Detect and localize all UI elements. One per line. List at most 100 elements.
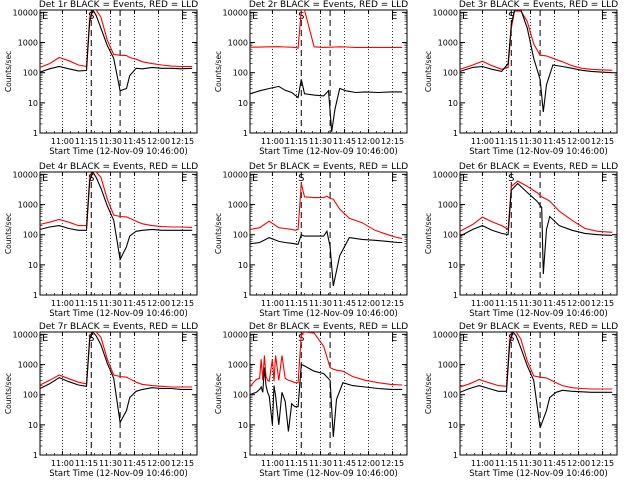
panel-det-2r: Det 2r BLACK = Events, RED = LLD E S E11:0… — [214, 0, 408, 157]
plot-data — [250, 332, 403, 437]
y-tick-label: 10 — [448, 99, 458, 108]
series-line-events — [460, 182, 613, 274]
x-tick-label: 11:45 — [543, 459, 566, 468]
x-tick-label: 11:00 — [471, 459, 494, 468]
x-tick-label: 11:30 — [99, 137, 122, 146]
panel-det-3r: Det 3r BLACK = Events, RED = LLD E S E 11:0… — [424, 0, 618, 157]
y-tick-label: 1000 — [438, 201, 458, 210]
x-tick-label: 12:15 — [591, 137, 614, 146]
y-tick-label: 10 — [28, 99, 38, 108]
x-axis-label: Start Time (12-Nov-09 10:46:00) — [49, 147, 188, 157]
y-tick-label: 1000 — [228, 39, 248, 48]
y-tick-label: 1 — [243, 291, 248, 300]
marker-letter-e: E — [42, 173, 48, 184]
y-tick-label: 100 — [23, 391, 38, 400]
x-tick-label: 11:00 — [261, 299, 284, 308]
series-line-lld — [40, 172, 193, 228]
x-tick-label: 11:15 — [285, 137, 308, 146]
series-line-lld — [40, 10, 193, 68]
marker-letter-e: E — [252, 173, 258, 184]
x-tick-label: 11:15 — [75, 299, 98, 308]
plot-frame — [39, 9, 198, 134]
panel-title: Det 8r BLACK = Events, RED = LLD — [249, 322, 408, 332]
plot-data — [40, 172, 193, 262]
series-line-events — [460, 10, 613, 112]
plot-frame — [459, 331, 618, 456]
marker-letter-e: E — [391, 11, 397, 22]
y-tick-label: 1000 — [18, 361, 38, 370]
y-tick-label: 1000 — [438, 361, 458, 370]
x-axis-label: Start Time (12-Nov-09 10:46:00) — [259, 469, 398, 479]
marker-letter-e: E — [181, 333, 187, 344]
marker-letter-s: S — [88, 173, 94, 184]
panel-det-6r: Det 6r BLACK = Events, RED = LLD E S E 11:0… — [424, 162, 618, 319]
plot-frame — [459, 171, 618, 296]
y-tick-label: 1000 — [438, 39, 458, 48]
panel-det-7r: Det 7r BLACK = Events, RED = LLD E S E 11:0… — [4, 322, 198, 479]
x-tick-label: 11:45 — [333, 459, 356, 468]
x-tick-label: 11:00 — [51, 137, 74, 146]
y-tick-label: 10000 — [433, 170, 458, 179]
y-tick-label: 10 — [448, 421, 458, 430]
x-tick-label: 12:15 — [381, 137, 404, 146]
panel-det-1r: Det 1r BLACK = Events, RED = LLD E S E11:0… — [4, 0, 198, 157]
x-tick-label: 11:45 — [123, 299, 146, 308]
y-tick-label: 1 — [33, 291, 38, 300]
y-tick-label: 100 — [23, 69, 38, 78]
y-axis-label: Counts/sec — [214, 51, 223, 92]
plot-frame — [39, 171, 198, 296]
y-tick-label: 1000 — [18, 201, 38, 210]
x-tick-label: 12:15 — [171, 459, 194, 468]
x-tick-label: 11:30 — [99, 299, 122, 308]
panel-det-4r: Det 4r BLACK = Events, RED = LLD E S E 11:0… — [4, 162, 198, 319]
x-tick-label: 11:30 — [309, 299, 332, 308]
x-tick-label: 11:30 — [99, 459, 122, 468]
plot-data — [250, 10, 403, 132]
y-axis-label: Counts/sec — [214, 373, 223, 414]
marker-letter-e: E — [462, 333, 468, 344]
plot-frame — [39, 331, 198, 456]
y-axis-label: Counts/sec — [424, 51, 433, 92]
y-tick-label: 10000 — [223, 8, 248, 17]
x-tick-label: 11:15 — [495, 459, 518, 468]
series-line-lld — [40, 332, 193, 388]
y-tick-label: 10000 — [433, 8, 458, 17]
x-tick-label: 12:15 — [171, 137, 194, 146]
panel-title: Det 6r BLACK = Events, RED = LLD — [459, 162, 618, 172]
series-line-events — [40, 10, 193, 92]
y-tick-label: 10 — [448, 261, 458, 270]
series-line-lld — [460, 180, 613, 233]
x-tick-label: 11:00 — [51, 459, 74, 468]
y-tick-label: 1 — [453, 291, 458, 300]
y-tick-label: 100 — [233, 391, 248, 400]
y-tick-label: 10000 — [433, 330, 458, 339]
y-axis-label: Counts/sec — [214, 213, 223, 254]
y-tick-label: 10000 — [13, 170, 38, 179]
y-tick-label: 10 — [28, 261, 38, 270]
x-tick-label: 12:15 — [171, 299, 194, 308]
y-tick-label: 1000 — [18, 39, 38, 48]
y-tick-label: 1 — [453, 451, 458, 460]
y-tick-label: 10 — [238, 421, 248, 430]
marker-letter-e: E — [601, 11, 607, 22]
series-line-lld — [250, 183, 403, 240]
x-tick-label: 12:00 — [357, 459, 380, 468]
panel-title: Det 7r BLACK = Events, RED = LLD — [39, 322, 198, 332]
y-tick-label: 1 — [33, 129, 38, 138]
x-tick-label: 11:15 — [285, 299, 308, 308]
x-axis-label: Start Time (12-Nov-09 10:46:00) — [49, 309, 188, 319]
y-tick-label: 10000 — [223, 330, 248, 339]
x-tick-label: 11:00 — [471, 137, 494, 146]
panel-title: Det 5r BLACK = Events, RED = LLD — [249, 162, 408, 172]
plot-data — [40, 10, 193, 92]
series-line-events — [460, 332, 613, 428]
series-line-events — [40, 332, 193, 425]
x-tick-label: 12:00 — [567, 459, 590, 468]
series-line-lld — [460, 10, 613, 71]
series-line-lld — [250, 10, 403, 49]
y-tick-label: 1 — [243, 451, 248, 460]
marker-letter-e: E — [462, 11, 468, 22]
x-tick-label: 12:00 — [147, 299, 170, 308]
marker-letter-e: E — [601, 173, 607, 184]
